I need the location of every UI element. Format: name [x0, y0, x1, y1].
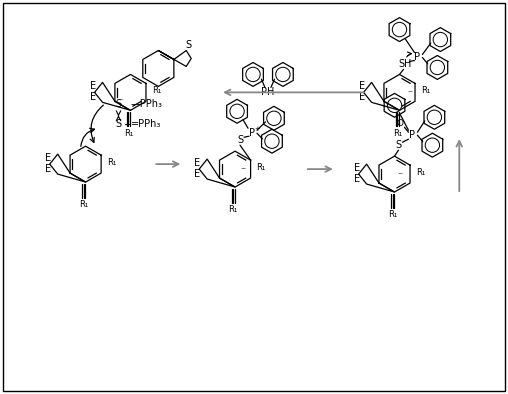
Text: E: E — [89, 92, 96, 102]
Text: —PPh₃: —PPh₃ — [131, 99, 163, 109]
Text: S: S — [237, 135, 243, 145]
Text: R₁: R₁ — [393, 129, 402, 138]
Text: O: O — [397, 119, 404, 128]
Text: E: E — [194, 169, 200, 179]
Text: E: E — [45, 153, 51, 163]
Text: R₁: R₁ — [107, 158, 116, 167]
Text: H: H — [404, 59, 411, 69]
Text: E: E — [359, 92, 365, 102]
Text: S: S — [185, 39, 192, 50]
Text: =PPh₃: =PPh₃ — [132, 119, 162, 129]
Text: ⁻: ⁻ — [119, 98, 123, 104]
FancyArrowPatch shape — [90, 105, 104, 142]
Text: R₁: R₁ — [229, 205, 238, 214]
Text: P: P — [409, 130, 416, 140]
Text: E: E — [45, 164, 51, 174]
Text: S: S — [398, 59, 404, 69]
Text: S: S — [395, 140, 401, 150]
Text: ⁻: ⁻ — [240, 166, 245, 176]
Text: R₁: R₁ — [124, 129, 133, 138]
FancyArrowPatch shape — [81, 128, 94, 147]
Text: E: E — [359, 82, 365, 91]
Text: E: E — [194, 158, 200, 168]
Text: E: E — [354, 163, 360, 173]
Text: R₁: R₁ — [421, 86, 430, 95]
Text: R₁: R₁ — [257, 163, 266, 172]
Text: R₁: R₁ — [79, 201, 88, 210]
Text: ⁻: ⁻ — [407, 89, 412, 99]
Text: +: + — [254, 126, 260, 132]
Text: PH: PH — [261, 87, 275, 97]
Text: R₁: R₁ — [388, 210, 397, 219]
Text: R₁: R₁ — [416, 167, 425, 177]
Text: P: P — [415, 52, 421, 63]
Text: E: E — [89, 82, 96, 91]
Text: E: E — [354, 174, 360, 184]
Text: P: P — [249, 128, 255, 138]
Text: ⁻: ⁻ — [397, 171, 402, 181]
FancyArrowPatch shape — [407, 52, 411, 57]
Text: S: S — [115, 119, 121, 129]
Text: R₁: R₁ — [152, 86, 161, 95]
Text: S: S — [115, 99, 121, 109]
